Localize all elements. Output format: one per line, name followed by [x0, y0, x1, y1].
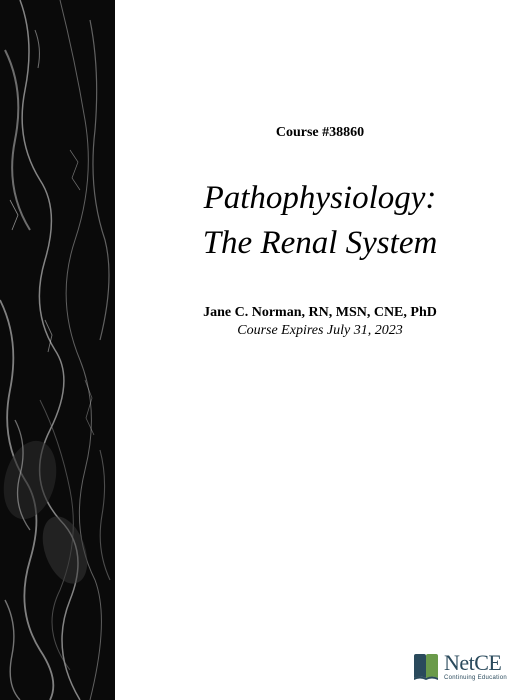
expiration-date: Course Expires July 31, 2023 [115, 323, 525, 339]
course-number: Course #38860 [115, 125, 525, 141]
logo: NetCE Continuing Education [412, 650, 507, 682]
marble-texture [0, 0, 115, 700]
title-line-2: The Renal System [203, 225, 438, 261]
logo-icon [412, 650, 440, 682]
title-line-1: Pathophysiology: [204, 180, 437, 216]
marble-sidebar [0, 0, 115, 700]
logo-name: NetCE [444, 652, 507, 674]
author-name: Jane C. Norman, RN, MSN, CNE, PhD [115, 305, 525, 321]
logo-tagline: Continuing Education [444, 675, 507, 681]
content-area: Course #38860 Pathophysiology: The Renal… [115, 0, 525, 700]
course-title: Pathophysiology: The Renal System [115, 176, 525, 265]
logo-text: NetCE Continuing Education [444, 652, 507, 681]
